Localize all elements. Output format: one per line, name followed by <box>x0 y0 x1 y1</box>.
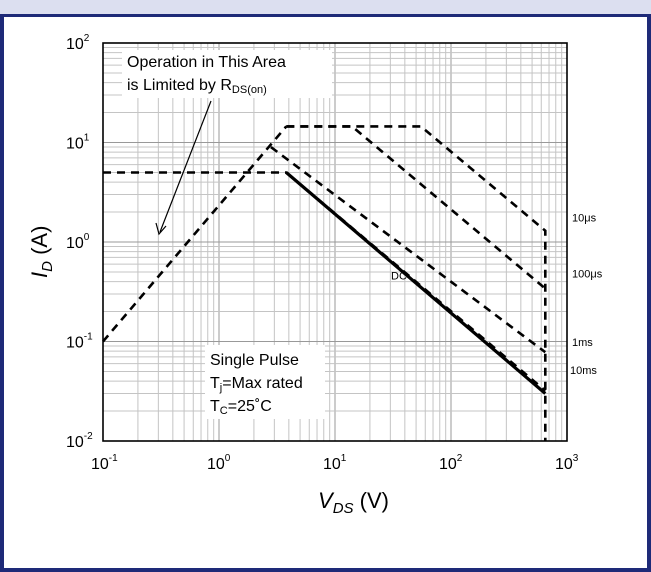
annotation-arrowhead <box>155 222 167 236</box>
series-line-dc <box>285 171 547 395</box>
conditions-line2-sub: j <box>219 382 222 394</box>
plot-frame <box>102 42 568 442</box>
rds-limit-line <box>102 125 288 343</box>
conditions-line3-rest: =25˚C <box>228 398 272 415</box>
y-tick-label: 101 <box>66 133 90 153</box>
annotation-line2-sub: DS(on) <box>232 84 267 96</box>
x-axis-subscript: DS <box>333 500 354 517</box>
curves <box>102 125 547 441</box>
y-tick-label: 10-2 <box>66 431 93 451</box>
window-title-bar <box>0 0 651 17</box>
conditions-line2: Tj=Max rated <box>210 375 303 394</box>
annotation-line1: Operation in This Area <box>127 54 286 71</box>
conditions-line2-rest: =Max rated <box>222 375 302 392</box>
annotation-background <box>122 50 332 98</box>
annotation-arrow <box>159 100 212 233</box>
y-tick-label: 10-1 <box>66 332 93 352</box>
conditions-line3: TC=25˚C <box>210 398 272 417</box>
x-axis-label: VDS (V) <box>318 488 389 517</box>
series-label: 10μs <box>572 213 597 225</box>
y-axis-label: ID (A) <box>27 226 56 278</box>
y-axis-symbol: I <box>27 272 52 278</box>
x-tick-label: 10-1 <box>91 453 118 473</box>
x-tick-label: 101 <box>323 453 347 473</box>
series-line-10s <box>286 125 547 441</box>
conditions-line3-main: T <box>210 398 220 415</box>
conditions-line1: Single Pulse <box>210 352 299 369</box>
annotation-line2: is Limited by RDS(on) <box>127 77 267 96</box>
x-tick-label: 103 <box>555 453 579 473</box>
y-axis-unit: (A) <box>27 226 52 261</box>
series-label: 1ms <box>572 337 593 349</box>
y-tick-label: 102 <box>66 33 90 53</box>
series-line-100s <box>286 125 547 290</box>
series-line-1ms <box>270 146 547 354</box>
conditions-background <box>205 345 325 419</box>
conditions-line3-sub: C <box>220 405 228 417</box>
y-tick-label: 100 <box>66 232 90 252</box>
series-labels: 10μs 100μs 1ms 10ms DC <box>391 213 603 377</box>
x-axis-unit: (V) <box>354 488 389 513</box>
series-label: DC <box>391 270 407 282</box>
x-tick-label: 100 <box>207 453 231 473</box>
annotation-line2-main: is Limited by R <box>127 77 232 94</box>
x-axis-symbol: V <box>318 488 335 513</box>
conditions-line2-main: T <box>210 375 220 392</box>
y-axis-subscript: D <box>39 261 56 272</box>
x-tick-label: 102 <box>439 453 463 473</box>
series-label: 10ms <box>570 365 597 377</box>
series-label: 100μs <box>572 268 603 280</box>
